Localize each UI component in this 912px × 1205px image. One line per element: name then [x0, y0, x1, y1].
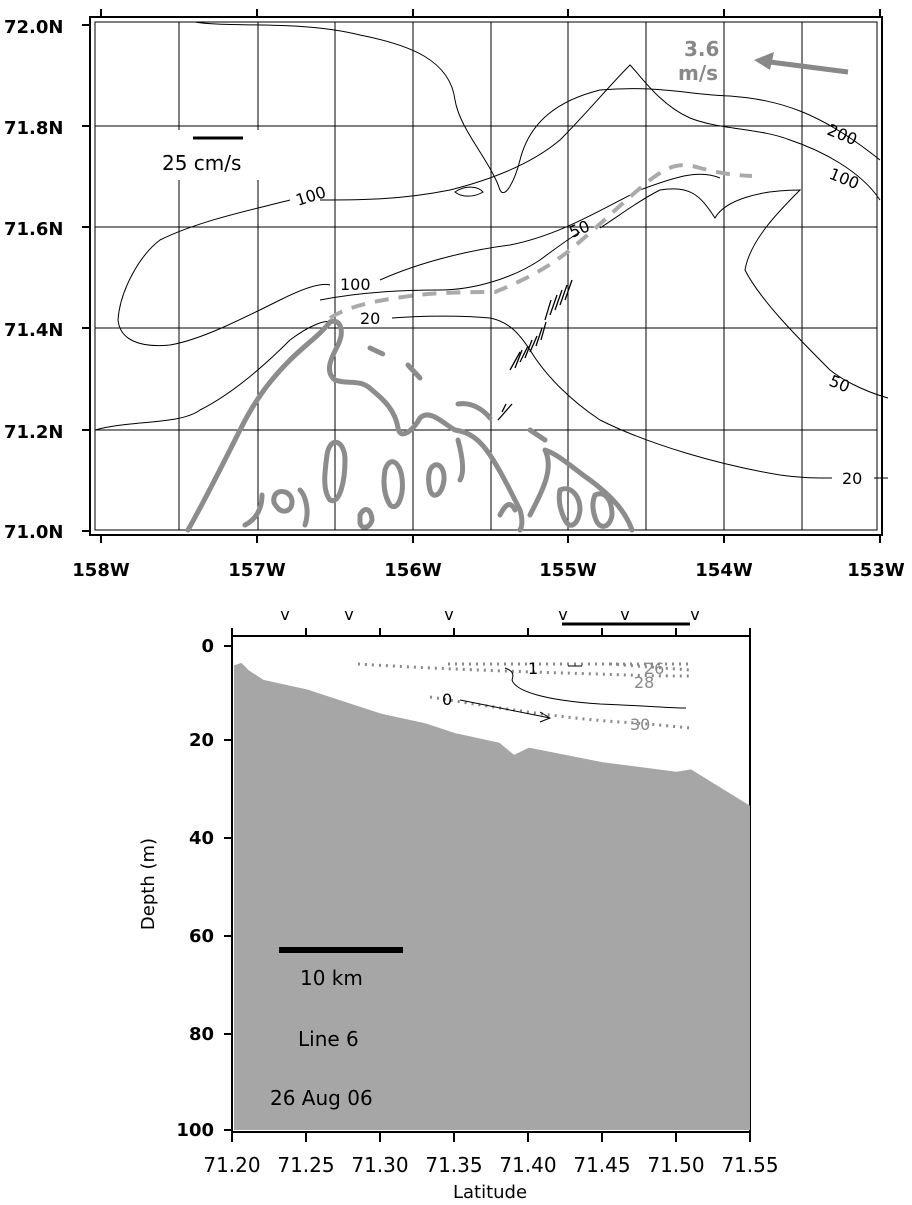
map-grid — [95, 22, 877, 530]
island-1 — [322, 440, 348, 504]
station-marker: v — [344, 605, 353, 624]
isobath-20 — [94, 315, 888, 479]
salinity-contour-28 — [357, 662, 691, 678]
salinity-label-28: 28 — [634, 673, 654, 692]
section-panel: 1 0 26 28 30 v v v v v v — [138, 605, 779, 1203]
island-8 — [497, 502, 518, 518]
lat-label-71.6: 71.6N — [4, 219, 63, 240]
salinity-label-26: 26 — [644, 659, 664, 678]
isobath-label-20-west: 20 — [360, 309, 380, 328]
island-3 — [426, 462, 447, 498]
isobath-100-c — [379, 173, 721, 281]
lat-tick-label: 71.40 — [499, 1153, 556, 1177]
depth-tick-label: 40 — [189, 828, 214, 849]
depth-tick-label: 20 — [189, 730, 214, 751]
lat-label-71.2: 71.2N — [4, 422, 63, 443]
temperature-contour-0 — [459, 699, 552, 723]
depth-tick-label: 60 — [189, 926, 214, 947]
coast-dash-3 — [455, 401, 493, 421]
station-markers: v v v v v v — [280, 605, 699, 624]
map-inner-frame — [94, 21, 878, 531]
island-10 — [590, 491, 615, 529]
coast-dash-2 — [405, 362, 423, 381]
map-frame-ticks — [82, 9, 881, 543]
station-marker: v — [558, 605, 567, 624]
lat-tick-label: 71.20 — [203, 1153, 260, 1177]
speed-unit: m/s — [678, 61, 718, 85]
lat-label-71.0: 71.0N — [4, 522, 63, 543]
island-7 — [297, 487, 310, 528]
temperature-contour-1 — [504, 667, 687, 709]
island-4 — [455, 437, 466, 483]
scale-label: 25 cm/s — [162, 151, 241, 175]
station-marker: v — [280, 605, 289, 624]
map-frame — [89, 16, 883, 536]
lat-tick-label: 71.50 — [647, 1153, 704, 1177]
isobath-small-ring — [454, 186, 484, 197]
lat-label-71.8: 71.8N — [4, 118, 63, 139]
coast-main — [185, 318, 525, 533]
lat-tick-label: 71.35 — [425, 1153, 482, 1177]
front-dashed-line — [328, 163, 753, 320]
distance-label: 10 km — [300, 966, 363, 990]
island-6 — [242, 492, 265, 528]
island-11 — [357, 507, 375, 530]
depth-tick-label: 100 — [176, 1120, 214, 1141]
lat-tick-label: 71.45 — [573, 1153, 630, 1177]
isobath-label-20-east: 20 — [842, 469, 862, 488]
island-9 — [556, 486, 583, 528]
isobath-label-100-mid: 100 — [340, 275, 371, 294]
coast-dash-1 — [367, 345, 388, 358]
map-panel: 200 100 100 100 50 50 20 20 — [4, 9, 905, 581]
lat-axis-ticks — [231, 628, 751, 1142]
temperature-label-0: 0 — [442, 690, 452, 709]
lon-label-156W: 156W — [384, 560, 442, 581]
lon-label-157W: 157W — [228, 560, 286, 581]
lat-tick-label: 71.30 — [351, 1153, 408, 1177]
lon-label-153W: 153W — [847, 560, 905, 581]
isobath-100-a — [319, 64, 881, 201]
coast-dash-4 — [527, 427, 548, 443]
lat-tick-label: 71.25 — [277, 1153, 334, 1177]
station-marker: v — [444, 605, 453, 624]
depth-tick-label: 80 — [189, 1024, 214, 1045]
lon-label-154W: 154W — [695, 560, 753, 581]
isobath-200 — [194, 21, 881, 193]
lon-label-155W: 155W — [539, 560, 597, 581]
temperature-label-1: 1 — [528, 659, 538, 678]
island-2 — [381, 459, 405, 510]
coastline — [185, 318, 635, 533]
y-axis-title: Depth (m) — [138, 838, 159, 930]
temperature-contours — [459, 665, 687, 723]
lat-label-71.4: 71.4N — [4, 320, 63, 341]
isobath-100-b — [117, 199, 331, 347]
station-marker: v — [690, 605, 699, 624]
island-5 — [271, 489, 295, 514]
current-vectors — [497, 279, 573, 421]
line-label: Line 6 — [298, 1027, 359, 1051]
lon-label-158W: 158W — [72, 560, 130, 581]
salinity-contours — [357, 662, 691, 730]
wind-arrow — [754, 52, 849, 75]
station-marker: v — [620, 605, 629, 624]
speed-value: 3.6 — [684, 37, 719, 61]
lat-label-72.0: 72.0N — [4, 17, 63, 38]
coast-east — [527, 447, 635, 533]
x-axis-title: Latitude — [453, 1182, 527, 1203]
lat-tick-label: 71.55 — [721, 1153, 778, 1177]
bottom-fill — [234, 662, 750, 1130]
depth-ticks — [224, 645, 232, 1131]
isobaths — [94, 21, 889, 479]
isobath-50 — [319, 188, 889, 399]
salinity-label-30: 30 — [630, 715, 650, 734]
date-label: 26 Aug 06 — [270, 1086, 373, 1110]
depth-tick-label: 0 — [201, 636, 214, 657]
